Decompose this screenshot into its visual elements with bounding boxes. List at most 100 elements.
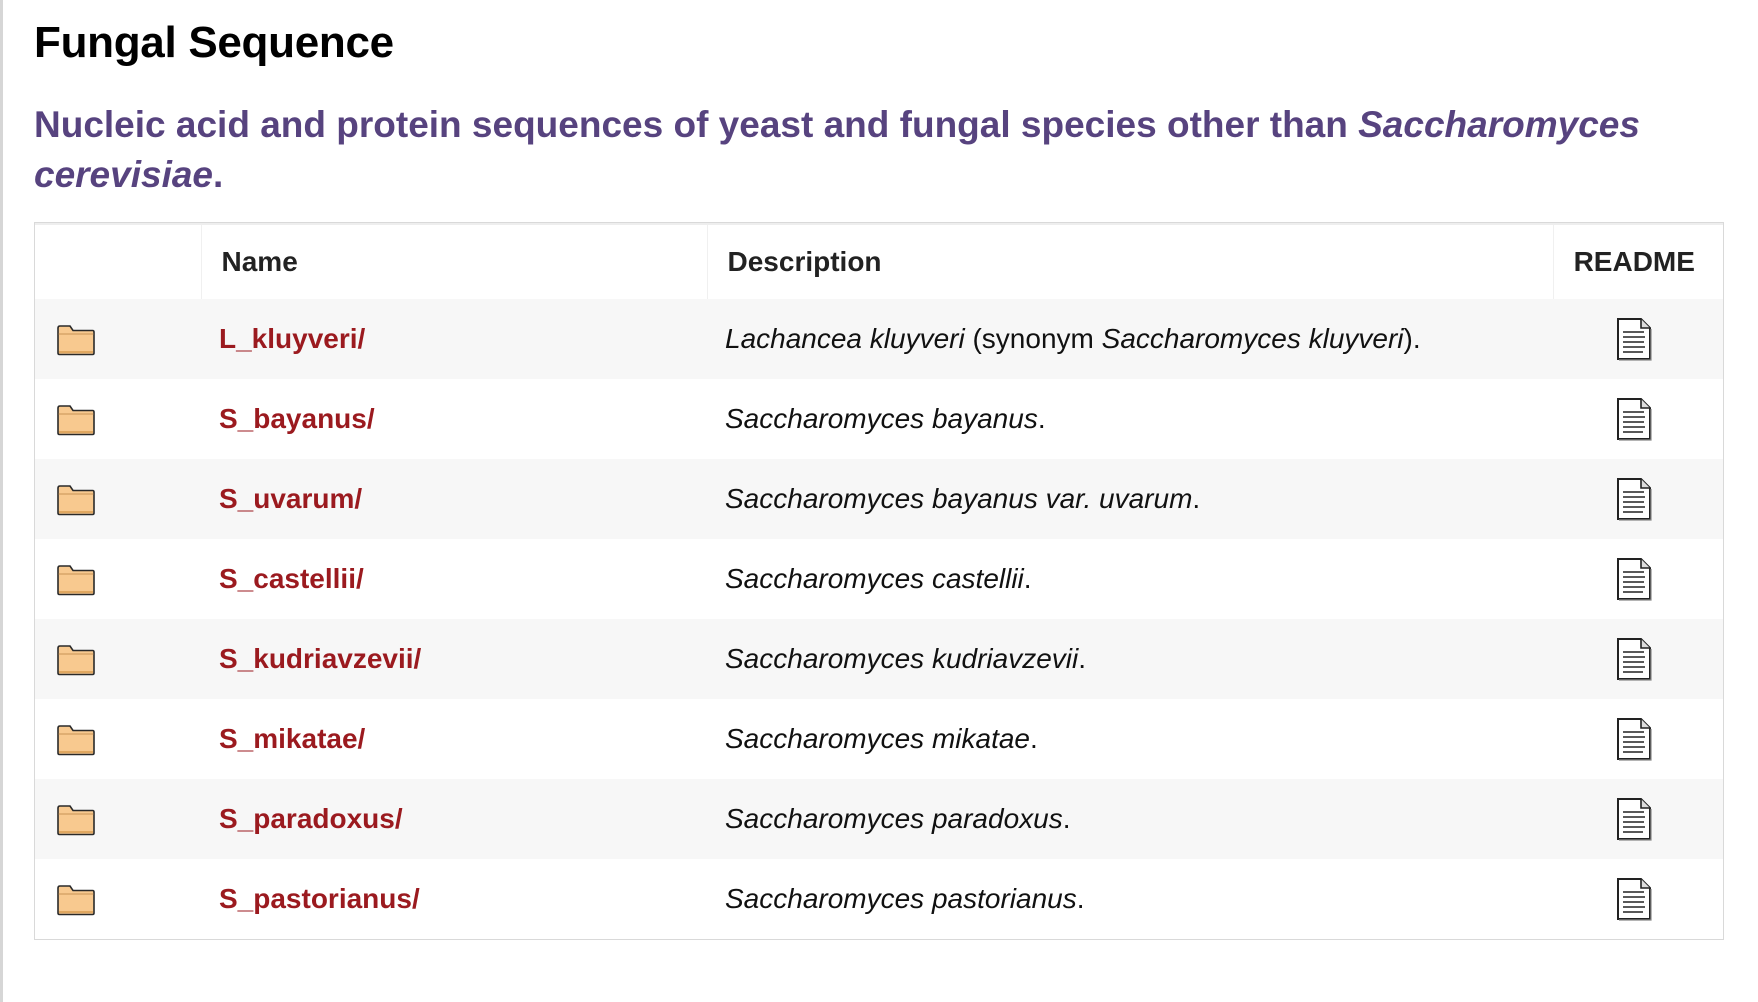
readme-cell (1553, 459, 1723, 539)
header-name: Name (200, 223, 707, 299)
description-end: . (1078, 643, 1087, 674)
header-icon (35, 223, 201, 299)
table-row: S_bayanus/ Saccharomyces bayanus. (35, 379, 1723, 459)
name-cell: S_kudriavzevii/ (201, 619, 707, 699)
folder-icon (57, 805, 95, 836)
directory-link-s-pastorianus[interactable]: S_pastorianus/ (219, 883, 420, 914)
description-cell: Saccharomyces pastorianus. (707, 859, 1553, 939)
row-description: Saccharomyces bayanus. (725, 403, 1046, 434)
page-title: Fungal Sequence (34, 18, 394, 67)
name-cell: S_mikatae/ (201, 699, 707, 779)
description-species: Saccharomyces paradoxus (725, 803, 1063, 834)
description-cell: Saccharomyces paradoxus. (707, 779, 1553, 859)
icon-cell (35, 299, 201, 379)
description-end: . (1076, 883, 1085, 914)
folder-icon (57, 645, 95, 676)
directory-link-s-kudriavzevii[interactable]: S_kudriavzevii/ (219, 643, 422, 674)
directory-link-s-castellii[interactable]: S_castellii/ (219, 563, 364, 594)
folder-icon (57, 485, 95, 516)
table-row: S_castellii/ Saccharomyces castellii. (35, 539, 1723, 619)
document-icon[interactable] (1615, 477, 1653, 521)
directory-table-container: Name Description README L_kluyveri/ Lach… (34, 222, 1724, 940)
description-species: Saccharomyces mikatae (725, 723, 1031, 754)
directory-link-s-mikatae[interactable]: S_mikatae/ (219, 723, 366, 754)
description-cell: Saccharomyces bayanus var. uvarum. (707, 459, 1553, 539)
folder-icon (57, 725, 95, 756)
table-header-row: Name Description README (35, 223, 1723, 299)
header-readme: README (1552, 223, 1723, 299)
directory-link-s-uvarum[interactable]: S_uvarum/ (219, 483, 363, 514)
description-end: . (1062, 803, 1071, 834)
readme-cell (1553, 539, 1723, 619)
icon-cell (35, 779, 201, 859)
table-row: S_mikatae/ Saccharomyces mikatae. (35, 699, 1723, 779)
directory-table: Name Description README L_kluyveri/ Lach… (35, 223, 1723, 939)
table-row: S_paradoxus/ Saccharomyces paradoxus. (35, 779, 1723, 859)
main-content: Fungal Sequence Nucleic acid and protein… (34, 0, 1724, 940)
description-species: Saccharomyces castellii (725, 563, 1024, 594)
icon-cell (35, 459, 201, 539)
directory-link-s-paradoxus[interactable]: S_paradoxus/ (219, 803, 403, 834)
row-description: Saccharomyces castellii. (725, 563, 1032, 594)
description-species: Saccharomyces bayanus var. uvarum (725, 483, 1193, 514)
description-cell: Saccharomyces kudriavzevii. (707, 619, 1553, 699)
document-icon[interactable] (1615, 557, 1653, 601)
document-icon[interactable] (1615, 717, 1653, 761)
description-cell: Saccharomyces bayanus. (707, 379, 1553, 459)
description-species: Saccharomyces kudriavzevii (725, 643, 1079, 674)
name-cell: S_paradoxus/ (201, 779, 707, 859)
directory-link-s-bayanus[interactable]: S_bayanus/ (219, 403, 375, 434)
subtitle-period: . (213, 154, 224, 195)
icon-cell (35, 379, 201, 459)
folder-icon (57, 885, 95, 916)
name-cell: S_pastorianus/ (201, 859, 707, 939)
document-icon[interactable] (1615, 317, 1653, 361)
icon-cell (35, 859, 201, 939)
description-cell: Saccharomyces castellii. (707, 539, 1553, 619)
folder-icon (57, 325, 95, 356)
name-cell: S_bayanus/ (201, 379, 707, 459)
row-description: Saccharomyces mikatae. (725, 723, 1038, 754)
document-icon[interactable] (1615, 877, 1653, 921)
row-description: Saccharomyces kudriavzevii. (725, 643, 1086, 674)
readme-cell (1553, 379, 1723, 459)
readme-cell (1553, 619, 1723, 699)
subtitle-species: Saccharomyces cerevisiae (34, 104, 1640, 195)
readme-cell (1553, 299, 1723, 379)
directory-link-l-kluyveri[interactable]: L_kluyveri/ (219, 323, 366, 354)
description-species: Saccharomyces pastorianus (725, 883, 1077, 914)
icon-cell (35, 699, 201, 779)
icon-cell (35, 539, 201, 619)
document-icon[interactable] (1615, 797, 1653, 841)
description-end: . (1030, 723, 1038, 754)
folder-icon (57, 405, 95, 436)
table-row: S_pastorianus/ Saccharomyces pastorianus… (35, 859, 1723, 939)
description-cell: Lachancea kluyveri (synonym Saccharomyce… (707, 299, 1553, 379)
header-description: Description (706, 223, 1553, 299)
description-end: . (1192, 483, 1201, 514)
row-description: Saccharomyces bayanus var. uvarum. (725, 483, 1200, 514)
page-left-border (0, 0, 3, 1002)
description-species: Lachancea kluyveri (725, 323, 965, 354)
subtitle-text: Nucleic acid and protein sequences of ye… (34, 104, 1359, 145)
table-row: S_uvarum/ Saccharomyces bayanus var. uva… (35, 459, 1723, 539)
row-description: Saccharomyces pastorianus. (725, 883, 1085, 914)
name-cell: S_castellii/ (201, 539, 707, 619)
row-description: Saccharomyces paradoxus. (725, 803, 1071, 834)
description-text: (synonym (964, 323, 1102, 354)
icon-cell (35, 619, 201, 699)
readme-cell (1553, 779, 1723, 859)
description-end: . (1037, 403, 1046, 434)
document-icon[interactable] (1615, 397, 1653, 441)
description-end: ). (1403, 323, 1421, 354)
readme-cell (1553, 859, 1723, 939)
name-cell: S_uvarum/ (201, 459, 707, 539)
page-subtitle: Nucleic acid and protein sequences of ye… (34, 100, 1674, 200)
row-description: Lachancea kluyveri (synonym Saccharomyce… (725, 323, 1421, 354)
table-row: L_kluyveri/ Lachancea kluyveri (synonym … (35, 299, 1723, 379)
description-species: Saccharomyces bayanus (725, 403, 1038, 434)
document-icon[interactable] (1615, 637, 1653, 681)
readme-cell (1553, 699, 1723, 779)
description-end: . (1023, 563, 1032, 594)
description-synonym: Saccharomyces kluyveri (1101, 323, 1404, 354)
